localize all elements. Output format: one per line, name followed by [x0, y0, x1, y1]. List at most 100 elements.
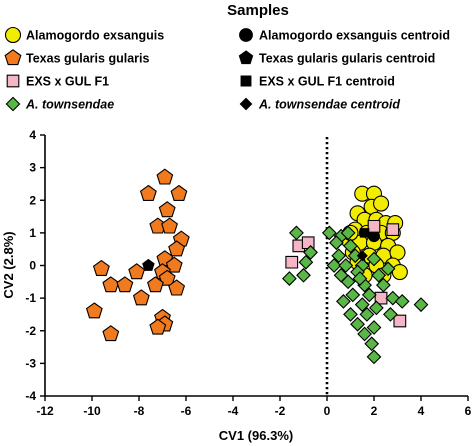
data-point — [102, 325, 120, 342]
data-point — [161, 217, 178, 234]
data-point — [343, 307, 358, 322]
data-point — [329, 235, 344, 251]
data-point — [383, 307, 398, 322]
legend-item-a-townsendae: A. townsendae — [5, 96, 114, 112]
centroid-point — [359, 228, 370, 238]
data-point — [366, 349, 382, 365]
data-point — [371, 267, 387, 283]
data-point — [158, 201, 176, 218]
y-tick-label: -1 — [25, 291, 36, 305]
series-exs-x-gul-f1-centroid — [359, 228, 370, 238]
x-axis-label: CV1 (96.3%) — [219, 428, 293, 443]
y-tick-label: 3 — [29, 161, 36, 175]
data-point — [369, 300, 384, 316]
legend-marker — [239, 28, 253, 42]
series-exs-x-gul-f1 — [285, 219, 407, 328]
chart-title: Samples — [227, 2, 289, 19]
data-point — [116, 276, 134, 293]
legend-label: Alamogordo exsanguis — [26, 29, 164, 43]
data-point — [170, 184, 188, 201]
data-point — [128, 263, 146, 280]
data-point — [321, 225, 337, 241]
data-point — [168, 240, 186, 257]
legend-label: EXS x GUL F1 centroid — [259, 75, 395, 89]
data-point — [364, 336, 380, 352]
data-point — [352, 271, 368, 286]
y-tick-label: 1 — [29, 226, 36, 240]
data-point — [303, 245, 318, 260]
legend-label: A. townsendae centroid — [258, 98, 400, 112]
data-point — [102, 276, 120, 293]
series-a-townsendae-centroid — [356, 250, 368, 262]
x-tick-label: 2 — [371, 404, 378, 418]
data-point — [359, 307, 375, 322]
y-tick-label: 0 — [29, 259, 36, 273]
x-tick-label: -12 — [36, 404, 54, 418]
data-point — [340, 225, 356, 241]
data-point — [326, 258, 342, 273]
y-tick-label: -2 — [25, 324, 36, 338]
data-point — [338, 258, 354, 273]
x-tick-label: 4 — [418, 404, 425, 418]
legend-item-alamogordo-exsanguis: Alamogordo exsanguis — [4, 26, 164, 44]
x-tick-label: -6 — [181, 404, 192, 418]
legend-item-texas-gularis-gularis: Texas gularis gularis — [4, 49, 149, 66]
data-point — [147, 276, 164, 293]
data-point — [85, 302, 103, 319]
data-point — [367, 219, 381, 233]
y-tick-label: 2 — [29, 193, 36, 207]
data-point — [380, 261, 396, 277]
data-point — [340, 274, 356, 290]
legend-item-exs-x-gul-f1: EXS x GUL F1 — [6, 75, 109, 89]
data-point — [357, 326, 372, 342]
data-point — [366, 251, 382, 267]
data-point — [394, 294, 410, 309]
centroid-point — [142, 258, 155, 271]
y-tick-label: -3 — [25, 356, 36, 370]
legend-label: A. townsendae — [25, 98, 114, 112]
data-point — [391, 263, 408, 281]
legend-item-a-townsendae-centroid: A. townsendae centroid — [239, 97, 400, 112]
x-tick-label: -10 — [83, 404, 101, 418]
data-point — [350, 316, 365, 332]
data-point — [361, 287, 377, 303]
data-point — [168, 279, 186, 296]
legend-marker — [4, 49, 22, 66]
legend-label: Alamogordo exsanguis centroid — [259, 29, 450, 43]
data-point — [386, 223, 400, 236]
series-texas-gularis-gularis-centroid — [142, 258, 155, 271]
legend-label: EXS x GUL F1 — [26, 75, 109, 89]
x-tick-label: -8 — [134, 404, 145, 418]
legend-item-alamogordo-exsanguis-centroid: Alamogordo exsanguis centroid — [239, 28, 450, 43]
data-point — [132, 289, 150, 306]
legend-marker — [4, 26, 22, 44]
y-axis-label: CV2 (2.8%) — [1, 231, 16, 298]
data-point — [366, 320, 382, 335]
legend-marker — [240, 75, 252, 87]
legend-marker — [238, 50, 254, 65]
data-point — [285, 255, 299, 269]
data-point — [331, 248, 347, 264]
legend-item-exs-x-gul-f1-centroid: EXS x GUL F1 centroid — [240, 75, 395, 89]
legend-label: Texas gularis gularis — [26, 52, 149, 66]
data-point — [149, 318, 167, 335]
legend: Alamogordo exsanguis Alamogordo exsanguis… — [4, 26, 450, 112]
data-point — [393, 314, 407, 328]
legend-marker — [5, 96, 21, 112]
data-point — [354, 297, 370, 313]
data-point — [282, 271, 297, 286]
data-point — [385, 290, 401, 306]
legend-label: Texas gularis gularis centroid — [259, 52, 435, 66]
x-tick-label: 0 — [324, 404, 331, 418]
legend-marker — [239, 97, 253, 111]
y-tick-label: 4 — [29, 128, 36, 142]
data-point — [156, 168, 174, 185]
series-texas-gularis-gularis — [85, 168, 190, 342]
data-point — [345, 287, 361, 303]
data-point — [298, 254, 314, 270]
data-point — [376, 277, 391, 293]
data-point — [372, 195, 390, 212]
data-point — [139, 184, 157, 201]
